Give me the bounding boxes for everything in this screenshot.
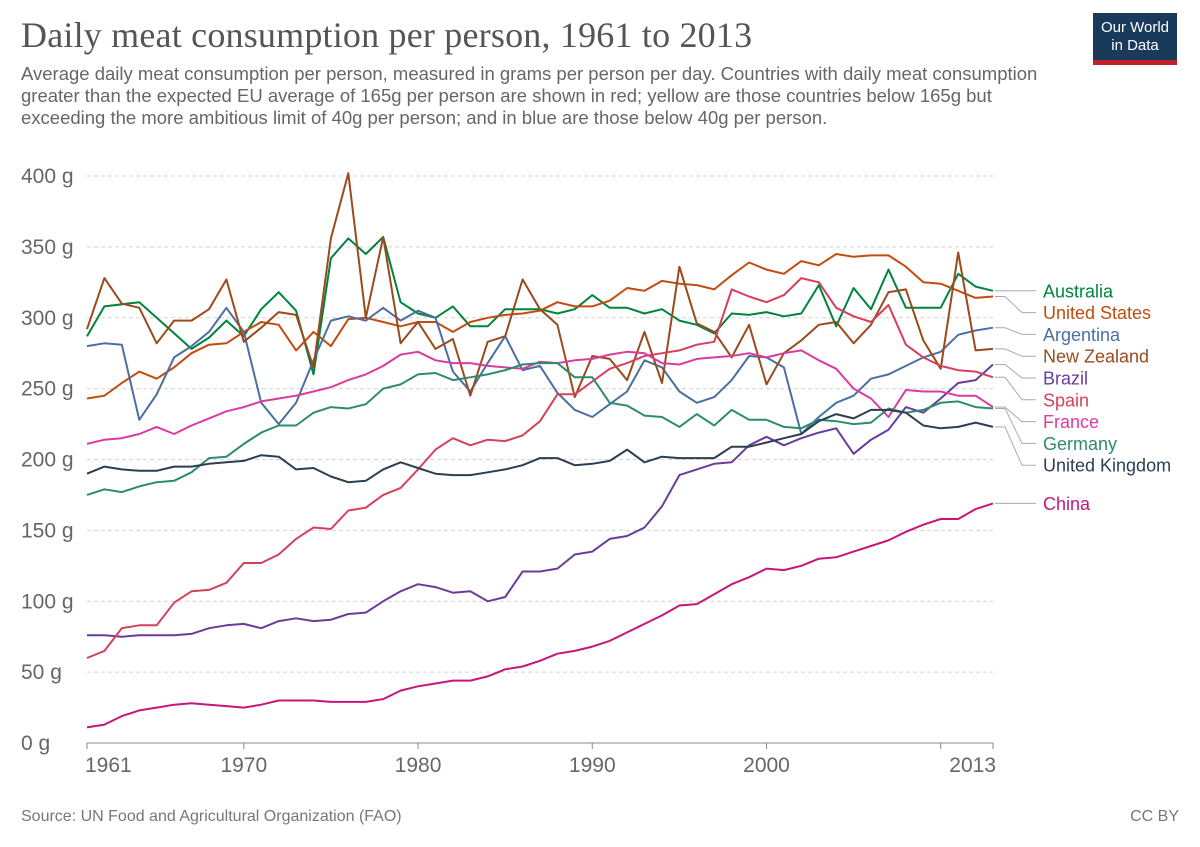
x-tick-label-2000: 2000 bbox=[743, 754, 790, 777]
series-line-spain bbox=[86, 277, 994, 659]
series-line-united-kingdom bbox=[86, 408, 994, 484]
x-tick-label-2013: 2013 bbox=[949, 754, 996, 777]
y-tick-label-50: 50 g bbox=[21, 661, 62, 684]
x-tick-label-1990: 1990 bbox=[569, 754, 616, 777]
series-label-argentina: Argentina bbox=[1043, 325, 1121, 345]
label-connector-brazil bbox=[995, 364, 1036, 379]
chart-title: Daily meat consumption per person, 1961 … bbox=[21, 15, 753, 55]
series-label-australia: Australia bbox=[1043, 281, 1114, 301]
label-connector-argentina bbox=[995, 327, 1036, 335]
series-line-united-states bbox=[86, 253, 994, 400]
series-line-australia bbox=[86, 236, 994, 376]
y-tick-label-150: 150 g bbox=[21, 519, 74, 542]
series-line-argentina bbox=[86, 306, 994, 435]
series-line-france bbox=[86, 349, 994, 445]
label-connector-united-kingdom bbox=[995, 426, 1036, 466]
x-tick-label-1980: 1980 bbox=[395, 754, 442, 777]
y-tick-label-400: 400 g bbox=[21, 165, 74, 188]
series-label-brazil: Brazil bbox=[1043, 369, 1088, 389]
series-label-france: France bbox=[1043, 412, 1099, 432]
y-tick-label-100: 100 g bbox=[21, 590, 74, 613]
license-label[interactable]: CC BY bbox=[1130, 808, 1179, 825]
y-tick-label-0: 0 g bbox=[21, 732, 50, 755]
x-tick-label-1970: 1970 bbox=[220, 754, 267, 777]
source-note[interactable]: Source: UN Food and Agricultural Organiz… bbox=[21, 808, 402, 825]
series-label-united-kingdom: United Kingdom bbox=[1043, 456, 1171, 476]
series-label-spain: Spain bbox=[1043, 390, 1089, 410]
series-label-united-states: United States bbox=[1043, 303, 1151, 323]
series-line-brazil bbox=[87, 363, 994, 638]
series-label-china: China bbox=[1043, 494, 1091, 514]
series-line-germany bbox=[86, 362, 994, 496]
label-connector-germany bbox=[995, 408, 1036, 444]
y-tick-label-250: 250 g bbox=[21, 378, 74, 401]
y-axis-ticks: 0 g 50 g 100 g 150 g 200 g 250 g 300 g 350 g 400… bbox=[21, 165, 74, 755]
our-world-in-data-logo[interactable]: Our World in Data bbox=[1093, 13, 1177, 65]
x-axis: 1961 1970 1980 1990 2000 2013 bbox=[85, 742, 996, 777]
label-connector-spain bbox=[995, 376, 1036, 401]
line-chart[interactable]: 0 g 50 g 100 g 150 g 200 g 250 g 300 g 350 g 400… bbox=[0, 0, 1200, 800]
logo-line-2: in Data bbox=[1111, 37, 1159, 54]
label-connector-new-zealand bbox=[995, 348, 1036, 357]
y-tick-label-300: 300 g bbox=[21, 307, 74, 330]
x-tick-label-1961: 1961 bbox=[85, 754, 132, 777]
series-lines bbox=[86, 172, 994, 729]
series-line-new-zealand bbox=[86, 172, 994, 399]
series-line-china bbox=[86, 502, 994, 729]
y-tick-label-200: 200 g bbox=[21, 449, 74, 472]
label-connector-france bbox=[995, 406, 1036, 423]
series-label-new-zealand: New Zealand bbox=[1043, 347, 1149, 367]
chart-subtitle: Average daily meat consumption per perso… bbox=[21, 63, 1038, 128]
logo-line-1: Our World bbox=[1100, 19, 1170, 36]
label-connector-united-states bbox=[995, 296, 1036, 314]
series-label-germany: Germany bbox=[1043, 434, 1117, 454]
y-tick-label-350: 350 g bbox=[21, 236, 74, 259]
